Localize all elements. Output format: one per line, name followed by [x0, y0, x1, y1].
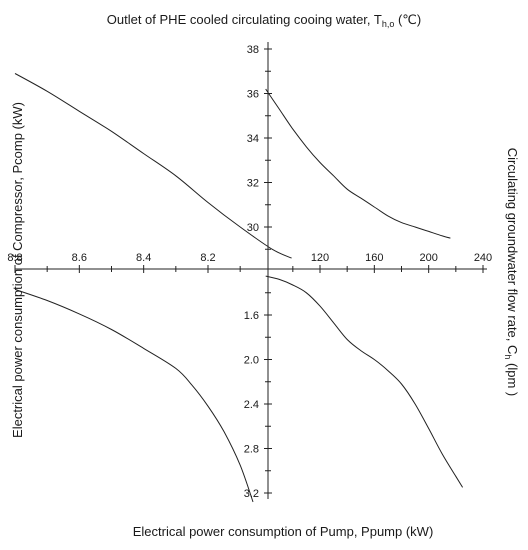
- bottom-axis-tick-label: 3.2: [244, 488, 259, 500]
- series-line-top-left: [14, 73, 292, 259]
- top-axis-tick-label: 32: [247, 178, 259, 190]
- left-axis-tick-label: 8.6: [72, 252, 87, 264]
- bottom-axis-tick-label: 1.6: [244, 310, 259, 322]
- top-axis-tick-label: 38: [247, 44, 259, 56]
- bottom-axis-tick-label: 2.8: [244, 444, 259, 456]
- top-axis-tick-label: 36: [247, 89, 259, 101]
- right-axis-tick-label: 200: [419, 252, 437, 264]
- left-axis-tick-label: 8.4: [136, 252, 151, 264]
- bottom-axis-tick-label: 2.4: [244, 399, 259, 411]
- right-axis-tick-label: 240: [474, 252, 492, 264]
- top-axis-tick-label: 30: [247, 222, 259, 234]
- left-axis-title: Electrical power consumption of Compress…: [10, 102, 25, 438]
- bottom-axis-title: Electrical power consumption of Pump, Pp…: [133, 524, 434, 539]
- left-axis-tick-label: 8.2: [200, 252, 215, 264]
- series-line-bottom-left: [14, 288, 254, 503]
- left-axis-tick-label: 8.8: [7, 252, 22, 264]
- series-line-bottom-right: [265, 275, 464, 488]
- right-axis-tick-label: 160: [365, 252, 383, 264]
- top-axis-tick-label: 34: [247, 133, 259, 145]
- top-axis-title: Outlet of PHE cooled circulating cooing …: [107, 12, 421, 29]
- right-axis-title: Circulating groundwater flow rate, Ch (l…: [503, 148, 520, 397]
- series-line-top-right: [265, 88, 451, 239]
- bottom-axis-tick-label: 2.0: [244, 355, 259, 367]
- right-axis-tick-label: 120: [311, 252, 329, 264]
